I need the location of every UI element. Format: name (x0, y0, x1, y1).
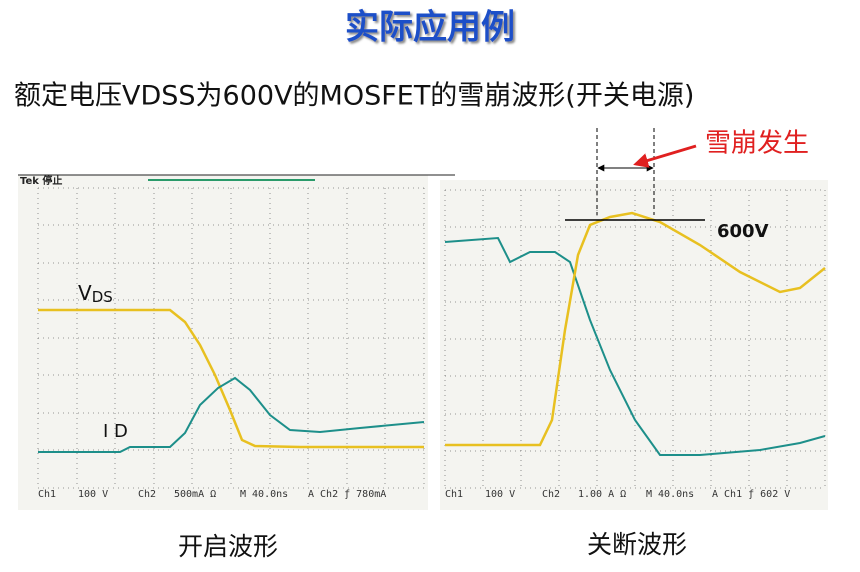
status-ch1: Ch1 (38, 489, 56, 500)
id-label: I D (103, 421, 128, 442)
status-trigger: A Ch2 ƒ 780mA (308, 489, 386, 500)
status-ch2-scale: 1.00 A Ω (578, 489, 626, 500)
vds-v: V (78, 281, 92, 305)
scope-brand: Tek 停止 (20, 174, 62, 187)
status-ch1-scale: 100 V (78, 489, 108, 500)
caption-left: 开启波形 (178, 532, 278, 561)
status-time: M 40.0ns (646, 489, 694, 500)
status-ch1: Ch1 (445, 489, 463, 500)
voltage-label: 600V (717, 221, 769, 242)
scope-right: 600V Ch1 100 V Ch2 1.00 A Ω M 40.0ns A C… (440, 128, 828, 510)
grid (444, 189, 826, 489)
caption-right: 关断波形 (587, 530, 687, 559)
vds-sub: DS (92, 288, 113, 306)
vds-label: VDS (78, 281, 113, 306)
subtitle: 额定电压VDSS为600V的MOSFET的雪崩波形(开关电源) (14, 81, 694, 112)
status-ch1-scale: 100 V (485, 489, 515, 500)
scope-left: Tek 停止 VDS I D Ch1 100 V Ch2 500mA Ω M 4… (18, 174, 455, 510)
title: 实际应用例 (345, 8, 515, 48)
avalanche-label: 雪崩发生 (705, 129, 809, 159)
status-trigger: A Ch1 ƒ 602 V (712, 489, 790, 500)
status-time: M 40.0ns (240, 489, 288, 500)
status-ch2: Ch2 (542, 489, 560, 500)
status-ch2: Ch2 (138, 489, 156, 500)
status-ch2-scale: 500mA Ω (174, 489, 216, 500)
grid (37, 187, 425, 489)
